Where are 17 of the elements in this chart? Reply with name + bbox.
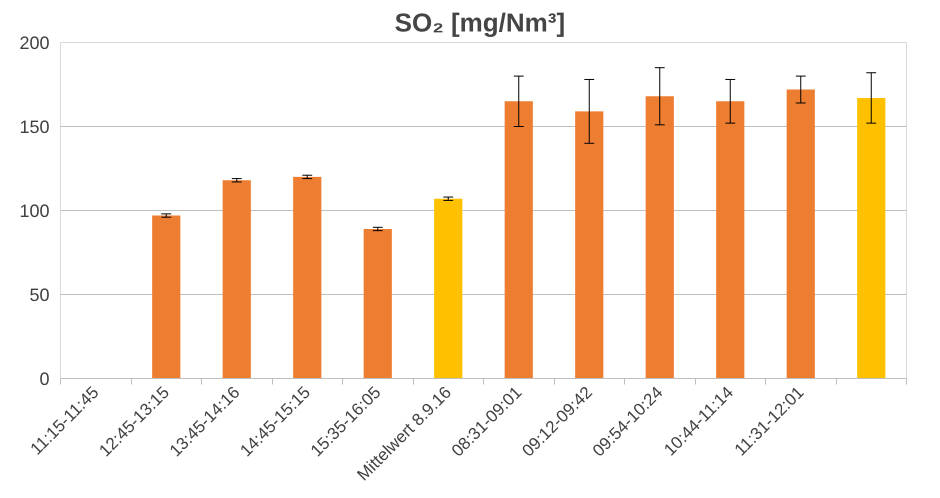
bar <box>504 101 533 378</box>
y-tick-label: 150 <box>19 117 50 137</box>
bar <box>575 111 604 378</box>
bar <box>434 198 462 378</box>
bar <box>222 180 251 378</box>
y-tick-label: 200 <box>19 33 50 53</box>
bar <box>857 98 886 378</box>
bar <box>716 101 744 378</box>
bar <box>293 176 322 378</box>
bar <box>152 216 180 378</box>
y-tick-label: 0 <box>39 369 50 389</box>
chart-title: SO₂ [mg/Nm³] <box>394 8 566 38</box>
bar <box>786 90 815 378</box>
y-tick-label: 50 <box>29 285 50 305</box>
bar <box>646 96 674 378</box>
bar <box>364 228 392 378</box>
y-tick-label: 100 <box>19 201 50 221</box>
